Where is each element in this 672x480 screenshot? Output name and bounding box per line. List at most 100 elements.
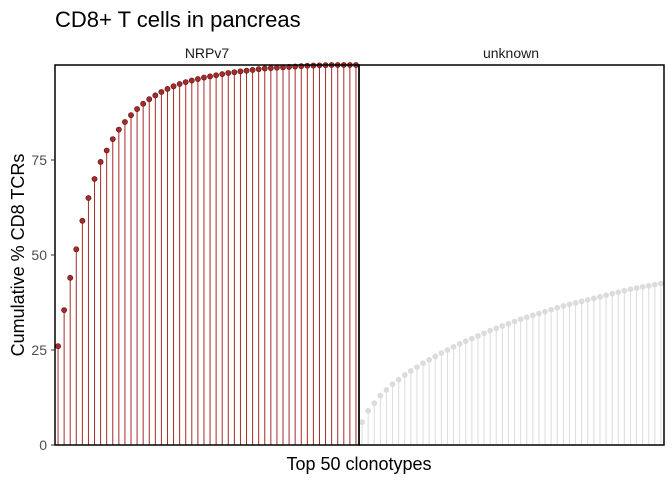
point-nrpv7 (213, 72, 220, 79)
point-nrpv7 (146, 96, 153, 103)
point-unknown (615, 289, 622, 296)
point-unknown (621, 287, 628, 294)
point-unknown (639, 284, 646, 290)
point-nrpv7 (207, 73, 213, 80)
point-nrpv7 (304, 62, 311, 69)
point-nrpv7 (97, 158, 104, 165)
point-unknown (432, 353, 439, 360)
y-tick-label: 0 (39, 437, 47, 453)
y-axis-title: Cumulative % CD8 TCRs (8, 154, 28, 357)
y-tick-label: 75 (31, 152, 47, 168)
point-unknown (481, 330, 487, 337)
point-unknown (450, 344, 457, 350)
point-unknown (456, 341, 463, 347)
point-unknown (658, 280, 664, 287)
point-unknown (505, 320, 512, 327)
point-unknown (438, 350, 445, 356)
y-tick-label: 25 (31, 342, 47, 358)
point-nrpv7 (128, 112, 134, 119)
point-unknown (365, 407, 372, 414)
point-unknown (371, 400, 378, 407)
point-unknown (542, 308, 548, 315)
point-unknown (523, 314, 530, 321)
point-nrpv7 (55, 343, 61, 350)
point-nrpv7 (267, 65, 274, 71)
point-unknown (578, 298, 585, 305)
point-nrpv7 (176, 81, 183, 87)
point-unknown (493, 325, 500, 332)
panel-unknown (359, 280, 664, 445)
point-unknown (651, 281, 658, 288)
point-unknown (401, 372, 408, 378)
point-nrpv7 (122, 119, 128, 125)
point-nrpv7 (61, 307, 68, 313)
point-nrpv7 (164, 86, 171, 92)
point-nrpv7 (134, 106, 140, 112)
point-unknown (633, 285, 640, 291)
point-unknown (584, 296, 591, 303)
point-unknown (475, 333, 481, 339)
point-unknown (517, 316, 524, 323)
panel-frame-unknown (358, 64, 665, 446)
point-nrpv7 (152, 92, 159, 99)
point-unknown (383, 386, 390, 393)
point-nrpv7 (201, 74, 207, 81)
point-unknown (359, 419, 365, 426)
point-unknown (511, 318, 518, 325)
point-nrpv7 (219, 71, 226, 78)
point-unknown (548, 306, 555, 313)
point-unknown (597, 293, 603, 300)
point-nrpv7 (194, 76, 201, 82)
point-nrpv7 (237, 68, 244, 75)
x-axis-title: Top 50 clonotypes (286, 454, 431, 474)
point-nrpv7 (255, 66, 262, 73)
chart-title: CD8+ T cells in pancreas (55, 7, 301, 32)
point-unknown (590, 295, 597, 302)
point-nrpv7 (67, 274, 74, 281)
point-nrpv7 (91, 176, 98, 182)
point-unknown (645, 282, 652, 289)
point-nrpv7 (274, 64, 280, 71)
point-nrpv7 (79, 217, 86, 224)
panel-label-nrpv7: NRPv7 (185, 45, 230, 61)
point-unknown (560, 303, 567, 309)
point-nrpv7 (115, 126, 122, 133)
point-nrpv7 (85, 195, 92, 201)
point-nrpv7 (188, 77, 195, 84)
point-nrpv7 (261, 65, 268, 72)
point-nrpv7 (249, 67, 256, 73)
point-nrpv7 (231, 69, 238, 76)
y-tick-label: 50 (31, 247, 47, 263)
point-nrpv7 (170, 83, 177, 90)
point-unknown (627, 286, 634, 293)
point-unknown (536, 310, 542, 317)
point-unknown (462, 338, 469, 345)
point-unknown (414, 364, 420, 370)
point-nrpv7 (109, 136, 116, 142)
point-nrpv7 (73, 246, 80, 253)
point-unknown (377, 392, 384, 399)
point-unknown (389, 381, 396, 388)
point-nrpv7 (182, 79, 189, 85)
point-nrpv7 (140, 100, 147, 107)
point-unknown (566, 301, 573, 308)
point-unknown (554, 304, 561, 311)
point-unknown (572, 299, 579, 306)
panel-label-unknown: unknown (483, 45, 539, 61)
point-nrpv7 (158, 89, 165, 95)
point-unknown (487, 327, 494, 334)
point-unknown (407, 367, 414, 374)
y-axis: 0 25 50 75 (31, 152, 55, 453)
point-nrpv7 (243, 67, 250, 74)
point-unknown (468, 335, 475, 342)
point-unknown (529, 312, 536, 319)
point-unknown (426, 356, 433, 363)
panel-nrpv7 (55, 62, 359, 445)
point-unknown (603, 292, 609, 299)
point-unknown (395, 376, 402, 383)
point-nrpv7 (225, 70, 232, 76)
point-nrpv7 (103, 147, 110, 154)
point-unknown (420, 360, 426, 367)
point-unknown (609, 290, 616, 297)
